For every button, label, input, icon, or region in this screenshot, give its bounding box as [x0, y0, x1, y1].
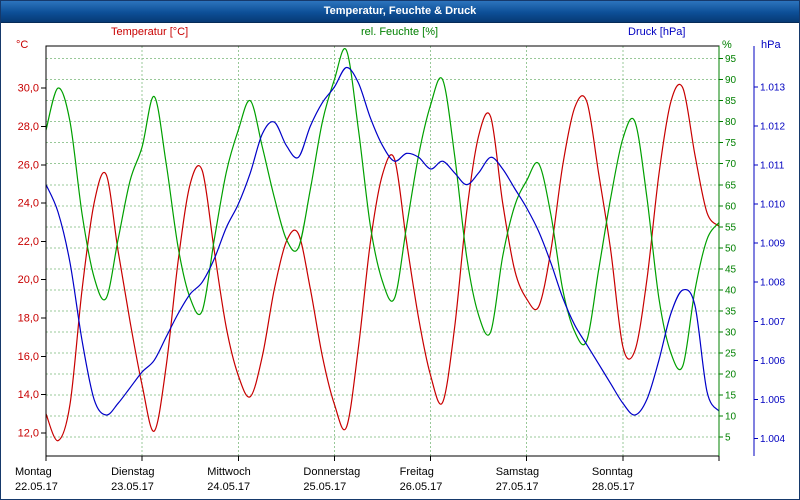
day-date-label: 28.05.17	[592, 481, 635, 493]
humidity-tick-label: 5	[725, 433, 731, 444]
temperature-tick-label: 14,0	[18, 389, 39, 401]
humidity-tick-label: 25	[725, 349, 737, 360]
day-date-label: 23.05.17	[111, 481, 154, 493]
humidity-tick-label: 40	[725, 285, 737, 296]
humidity-tick-label: 75	[725, 138, 737, 149]
humidity-tick-label: 15	[725, 391, 737, 402]
humidity-tick-label: 35	[725, 306, 737, 317]
pressure-series-label: Druck [hPa]	[628, 26, 686, 38]
day-date-label: 25.05.17	[303, 481, 346, 493]
day-name-label: Mittwoch	[207, 466, 250, 478]
humidity-tick-label: 30	[725, 327, 737, 338]
humidity-tick-label: 50	[725, 243, 737, 254]
day-date-label: 26.05.17	[400, 481, 443, 493]
humidity-tick-label: 20	[725, 370, 737, 381]
title-bar: Temperatur, Feuchte & Druck	[1, 1, 799, 23]
humidity-series-label: rel. Feuchte [%]	[361, 26, 439, 38]
humidity-tick-label: 65	[725, 180, 737, 191]
humidity-tick-label: 70	[725, 159, 737, 170]
humidity-tick-label: 45	[725, 264, 737, 275]
chart-plot: 12,0 14,0 16,0 18,0 20,0 22,0 24,0 26,0 28,0 30,0…	[15, 45, 785, 493]
pressure-tick-label: 1.009	[760, 239, 785, 250]
series-line-pressure	[45, 66, 720, 416]
temperature-unit-label: °C	[16, 39, 29, 51]
day-name-label: Donnerstag	[303, 466, 360, 478]
humidity-unit-label: %	[722, 39, 732, 51]
temperature-tick-label: 24,0	[18, 198, 39, 210]
pressure-tick-label: 1.008	[760, 278, 785, 289]
pressure-tick-label: 1.012	[760, 122, 785, 133]
day-name-label: Samstag	[496, 466, 539, 478]
temperature-tick-label: 22,0	[18, 236, 39, 248]
day-name-label: Sonntag	[592, 466, 633, 478]
pressure-tick-label: 1.006	[760, 356, 785, 367]
chart-area: Temperatur [°C] rel. Feuchte [%] Druck […	[1, 23, 799, 499]
humidity-tick-label: 55	[725, 222, 737, 233]
temperature-tick-label: 28,0	[18, 121, 39, 133]
day-name-label: Freitag	[400, 466, 434, 478]
day-date-label: 24.05.17	[207, 481, 250, 493]
humidity-tick-label: 95	[725, 54, 737, 65]
day-date-label: 22.05.17	[15, 481, 58, 493]
humidity-tick-label: 60	[725, 201, 737, 212]
series-line-humidity	[45, 47, 720, 371]
window-title: Temperatur, Feuchte & Druck	[323, 5, 477, 17]
pressure-tick-label: 1.007	[760, 317, 785, 328]
temperature-tick-label: 18,0	[18, 313, 39, 325]
day-name-label: Montag	[15, 466, 52, 478]
temperature-series-label: Temperatur [°C]	[111, 26, 189, 38]
pressure-tick-label: 1.005	[760, 395, 785, 406]
pressure-tick-label: 1.011	[760, 161, 785, 172]
humidity-tick-label: 85	[725, 96, 737, 107]
day-date-label: 27.05.17	[496, 481, 539, 493]
pressure-tick-label: 1.013	[760, 83, 785, 94]
pressure-tick-label: 1.010	[760, 200, 785, 211]
humidity-tick-label: 10	[725, 412, 737, 423]
temperature-tick-label: 16,0	[18, 351, 39, 363]
temperature-tick-label: 26,0	[18, 159, 39, 171]
pressure-unit-label: hPa	[761, 39, 781, 51]
temperature-tick-label: 12,0	[18, 428, 39, 440]
day-name-label: Dienstag	[111, 466, 154, 478]
series-line-temperature	[45, 83, 720, 442]
pressure-tick-label: 1.004	[760, 434, 785, 445]
temperature-tick-label: 20,0	[18, 274, 39, 286]
temperature-tick-label: 30,0	[18, 83, 39, 95]
humidity-tick-label: 90	[725, 75, 737, 86]
humidity-tick-label: 80	[725, 117, 737, 128]
